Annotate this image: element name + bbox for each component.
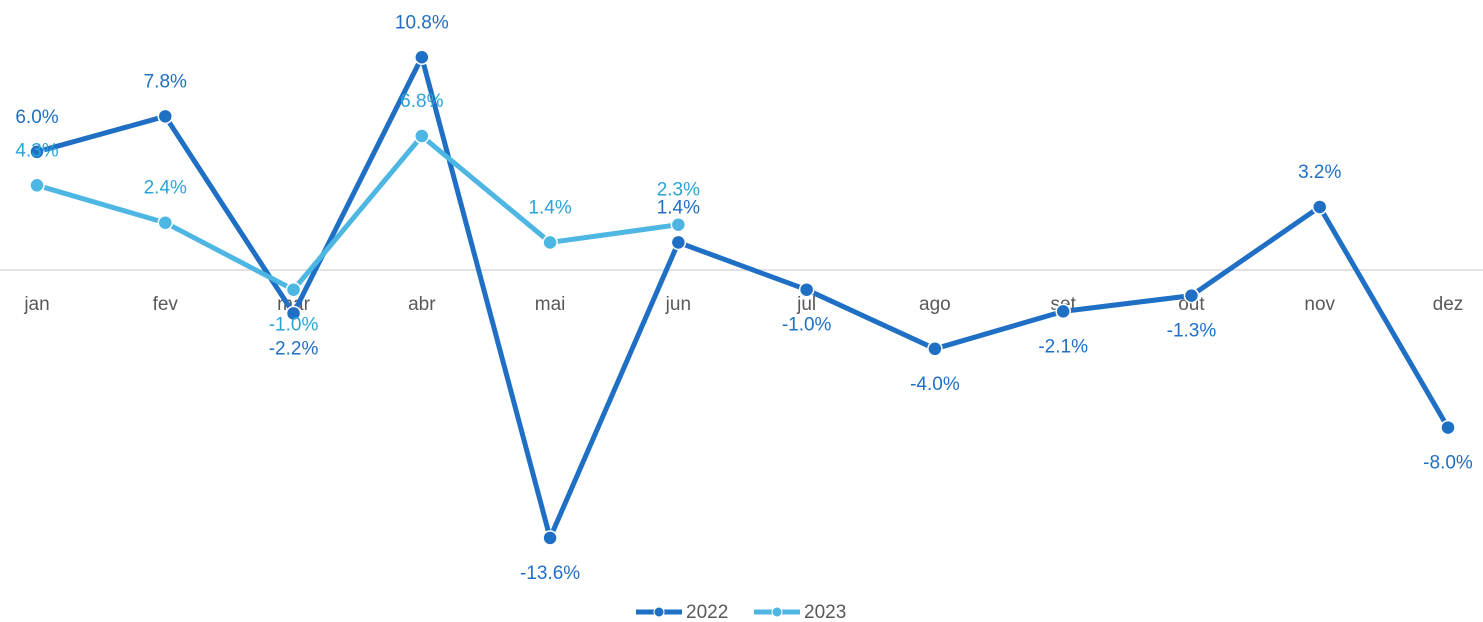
data-label: 6.8%	[400, 91, 443, 112]
x-tick-label: jan	[23, 294, 49, 315]
legend-marker	[771, 606, 783, 618]
point	[542, 234, 558, 251]
x-tick-label: nov	[1304, 294, 1335, 315]
data-label: 4.3%	[15, 140, 58, 161]
point	[157, 214, 174, 231]
data-label: -1.3%	[1167, 321, 1217, 342]
point	[1183, 287, 1200, 304]
x-tick-label: fev	[153, 294, 179, 315]
point	[1311, 199, 1328, 215]
point	[414, 128, 430, 144]
x-tick-label: dez	[1433, 294, 1464, 315]
data-label: 2.3%	[657, 180, 700, 201]
point	[29, 144, 45, 160]
x-tick-label: mai	[535, 294, 566, 315]
data-label: 1.4%	[657, 197, 700, 218]
point	[157, 108, 174, 125]
point	[1440, 419, 1456, 436]
data-label: 2.4%	[144, 178, 187, 199]
data-label: -4.0%	[910, 374, 960, 395]
data-label: -1.0%	[782, 315, 832, 336]
data-label: 10.8%	[395, 12, 449, 33]
point	[285, 305, 302, 322]
point	[29, 177, 45, 194]
series-line	[36, 133, 679, 293]
data-label: -2.2%	[269, 338, 319, 359]
x-tick-label: ago	[919, 294, 951, 315]
x-tick-label: jun	[665, 294, 691, 315]
legend-label: 2023	[804, 602, 846, 622]
legend-label: 2022	[686, 602, 728, 622]
x-tick-label: abr	[408, 294, 436, 315]
legend-marker	[653, 606, 665, 618]
data-label: -13.6%	[520, 563, 580, 584]
data-label: -8.0%	[1423, 453, 1473, 474]
data-label: -2.1%	[1038, 336, 1088, 357]
point	[670, 216, 687, 233]
point	[798, 281, 815, 298]
series-line	[36, 54, 1451, 541]
point	[542, 530, 558, 546]
data-label: 1.4%	[528, 197, 571, 218]
point	[414, 49, 430, 65]
data-label: -1.0%	[269, 315, 319, 336]
data-label: 3.2%	[1298, 162, 1341, 183]
data-label: 7.8%	[144, 71, 187, 92]
point	[1055, 303, 1071, 320]
point	[927, 341, 943, 357]
x-tick-label: jul	[796, 294, 816, 315]
point	[285, 281, 302, 298]
point	[670, 234, 687, 251]
data-label: 6.0%	[15, 107, 58, 128]
